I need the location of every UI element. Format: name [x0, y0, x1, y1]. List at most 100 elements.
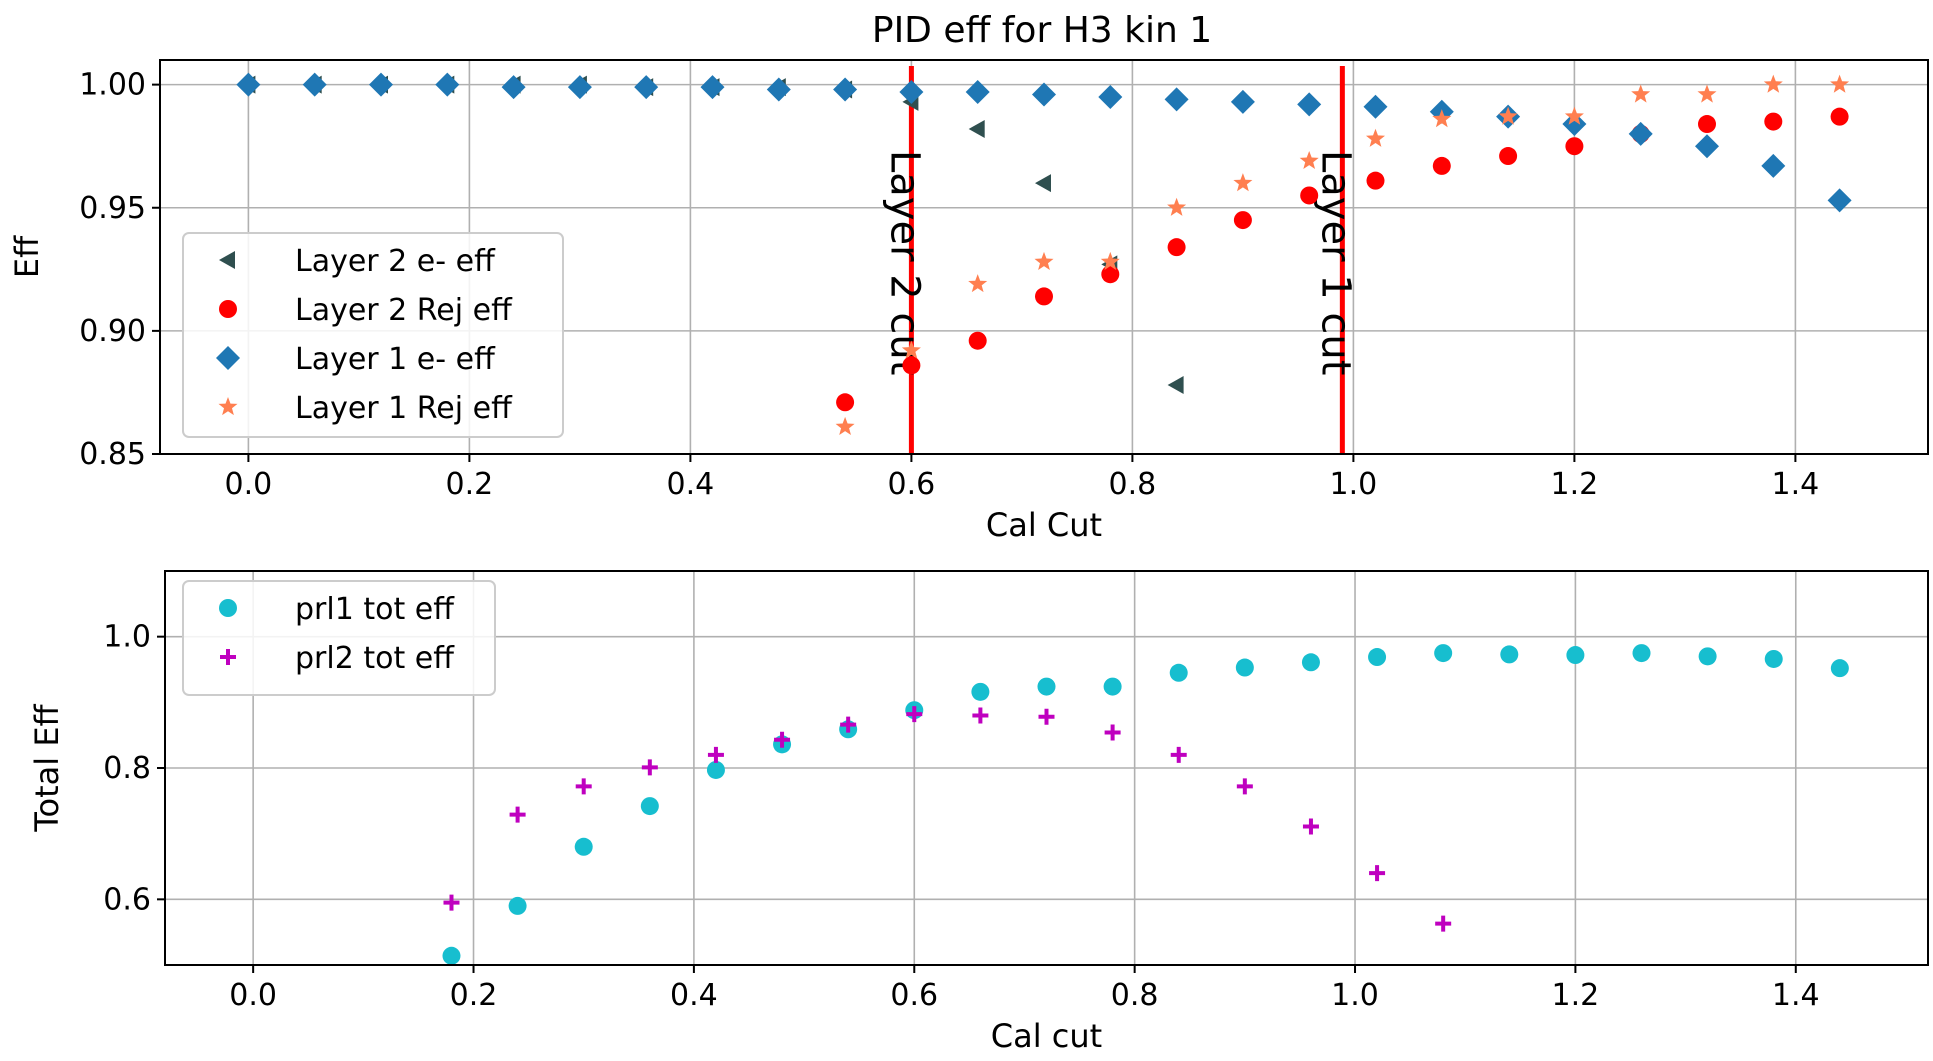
data-point-circle — [1368, 648, 1387, 667]
cut-line-label: Layer 1 cut — [1312, 150, 1358, 375]
data-point-circle — [508, 896, 527, 915]
data-point-star — [835, 416, 855, 435]
data-point-star — [1631, 84, 1651, 103]
data-point-circle — [1434, 644, 1453, 663]
data-point-diamond — [833, 77, 858, 102]
data-point-plus — [906, 706, 923, 723]
data-point-circle — [968, 331, 987, 350]
x-tick-label: 0.6 — [890, 978, 938, 1013]
data-point-plus — [575, 778, 592, 795]
bottom-panel-legend: prl1 tot eff prl2 tot eff — [182, 580, 496, 696]
data-point-plus — [1236, 778, 1253, 795]
top-panel-cut-lines: Layer 2 cut Layer 1 cut — [881, 66, 1358, 454]
data-point-star — [1697, 84, 1717, 103]
bottom-panel-ticks: 0.0 0.2 0.4 0.6 0.8 1.0 1.2 1.4 0.6 0.8 1.0 — [103, 620, 1819, 1013]
cut-line-label: Layer 2 cut — [881, 150, 927, 375]
y-tick-label: 0.6 — [103, 882, 151, 917]
data-point-plus — [1038, 708, 1055, 725]
data-point-circle — [1764, 112, 1783, 131]
data-point-circle — [1500, 645, 1519, 664]
data-point-diamond — [236, 72, 261, 97]
data-point-circle — [1830, 659, 1849, 678]
legend-marker — [218, 397, 238, 416]
data-point-circle — [1300, 186, 1319, 205]
data-point-plus — [443, 894, 460, 911]
data-point-circle — [706, 760, 725, 779]
bottom-x-axis-label: Cal cut — [991, 1017, 1102, 1055]
data-point-triangle-left — [1167, 376, 1184, 395]
x-tick-label: 1.4 — [1772, 978, 1820, 1013]
x-tick-label: 0.0 — [225, 467, 273, 502]
data-point-plus — [840, 716, 857, 733]
legend-label: Layer 1 Rej eff — [295, 391, 513, 426]
data-point-diamond — [1363, 94, 1388, 119]
data-point-circle — [1103, 677, 1122, 696]
data-point-circle — [1698, 647, 1717, 666]
legend-box — [182, 232, 564, 438]
legend-label: prl1 tot eff — [295, 592, 455, 627]
data-point-plus — [641, 759, 658, 776]
data-point-circle — [902, 356, 921, 375]
y-tick-label: 1.00 — [79, 68, 146, 103]
bottom-panel: 0.0 0.2 0.4 0.6 0.8 1.0 1.2 1.4 0.6 0.8 1.0 Cal cu… — [28, 570, 1929, 1055]
data-point-circle — [1169, 663, 1188, 682]
x-tick-label: 0.4 — [670, 978, 718, 1013]
top-panel-legend: Layer 2 e- eff Layer 2 Rej eff Layer 1 e- … — [182, 232, 564, 438]
bottom-panel-markers — [442, 644, 1849, 965]
data-point-plus — [509, 806, 526, 823]
y-tick-label: 1.0 — [103, 620, 151, 655]
data-point-circle — [640, 797, 659, 816]
data-point-star — [1365, 128, 1386, 147]
data-point-diamond — [1827, 188, 1852, 213]
data-point-circle — [1235, 658, 1254, 677]
top-panel-markers — [236, 72, 1852, 435]
data-point-star — [968, 274, 988, 293]
bottom-panel-grid — [165, 571, 1928, 965]
data-point-triangle-left — [968, 119, 985, 138]
legend-marker — [219, 599, 237, 617]
data-point-plus — [1302, 818, 1319, 835]
data-point-star — [1100, 251, 1120, 271]
data-point-diamond — [700, 75, 725, 100]
data-point-circle — [1101, 265, 1120, 284]
y-tick-label: 0.8 — [103, 751, 151, 786]
data-point-diamond — [1562, 112, 1587, 137]
y-tick-label: 0.90 — [79, 314, 146, 349]
top-panel-frame — [159, 59, 1929, 455]
data-point-plus — [774, 731, 791, 748]
data-point-diamond — [567, 75, 592, 100]
data-point-diamond — [1164, 87, 1189, 112]
data-point-plus — [1104, 724, 1121, 741]
x-tick-label: 0.6 — [888, 467, 936, 502]
top-panel-ticks: 0.0 0.2 0.4 0.6 0.8 1.0 1.2 1.4 0.85 0.90 0.95 1.00 — [79, 68, 1819, 502]
y-tick-label: 0.85 — [79, 437, 146, 472]
data-point-plus — [1435, 915, 1452, 932]
legend-box — [182, 580, 496, 696]
data-point-circle — [1698, 115, 1716, 134]
data-point-star — [901, 340, 921, 359]
data-point-plus — [972, 707, 989, 724]
data-point-circle — [1566, 646, 1585, 665]
x-tick-label: 0.2 — [450, 978, 498, 1013]
data-point-circle — [574, 837, 593, 856]
x-tick-label: 0.2 — [446, 467, 494, 502]
data-point-diamond — [302, 72, 327, 97]
top-y-axis-label: Eff — [8, 235, 46, 278]
x-tick-label: 0.8 — [1111, 978, 1159, 1013]
data-point-triangle-left — [1035, 174, 1051, 193]
x-tick-label: 1.4 — [1772, 467, 1820, 502]
data-point-circle — [1632, 644, 1651, 663]
data-point-star — [1167, 197, 1187, 216]
legend-label: Layer 2 e- eff — [295, 244, 496, 279]
data-point-circle — [442, 946, 461, 965]
data-point-star — [1830, 74, 1850, 93]
x-tick-label: 1.2 — [1552, 978, 1600, 1013]
x-tick-label: 0.0 — [229, 978, 277, 1013]
legend-marker — [219, 300, 237, 318]
data-point-diamond — [369, 72, 393, 97]
data-point-diamond — [965, 80, 990, 105]
data-point-diamond — [1297, 92, 1322, 117]
data-point-circle — [1301, 653, 1320, 672]
data-point-diamond — [1032, 82, 1056, 107]
data-point-diamond — [501, 75, 526, 100]
